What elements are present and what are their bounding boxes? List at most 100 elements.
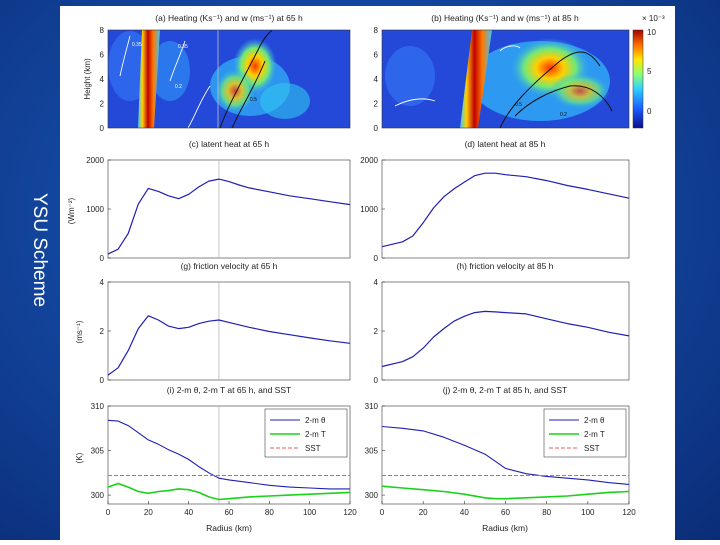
panel-j-legend-box (543, 408, 627, 458)
contour-label-a-1: 0.35 (132, 42, 142, 48)
panel-d-line (381, 172, 630, 248)
panel-d-ytick-2: 2000 (360, 156, 378, 165)
ytick-b-4: 8 (374, 26, 379, 35)
panel-i-xtick-0: 0 (106, 508, 111, 517)
panel-j-xtick-3: 60 (501, 508, 510, 517)
ytick-b-2: 4 (374, 75, 379, 84)
panel-g-frame (107, 281, 351, 381)
panel-d-title: (d) latent heat at 85 h (465, 139, 546, 149)
panel-i-xtick-4: 80 (265, 508, 274, 517)
panel-d-ytick-0: 0 (374, 254, 379, 263)
panel-g-ytick-1: 2 (100, 327, 105, 336)
panel-a-yticks: 0 2 4 6 8 (100, 26, 105, 133)
panel-b-title: (b) Heating (Ks⁻¹) and w (ms⁻¹) at 85 h (431, 13, 579, 23)
panel-j-ytick-1: 305 (365, 447, 379, 456)
panel-j-ytick-2: 310 (365, 402, 379, 411)
contour-label-a-4: 0.5 (250, 97, 257, 103)
panel-j-series-theta (381, 425, 630, 485)
panel-i-series-t2 (107, 482, 351, 501)
panel-c-ytick-0: 0 (100, 254, 105, 263)
ytick-b-0: 0 (374, 124, 379, 133)
panel-i-legend: 2-m θ 2-m T SST (264, 408, 348, 458)
panel-h-ytick-1: 2 (374, 327, 379, 336)
panel-i-xtick-1: 20 (144, 508, 153, 517)
panel-c-ytick-2: 2000 (86, 156, 104, 165)
panel-h-ytick-0: 0 (374, 376, 379, 385)
panel-a: (a) Heating (Ks⁻¹) and w (ms⁻¹) at 65 h (83, 13, 351, 133)
figure-svg: (a) Heating (Ks⁻¹) and w (ms⁻¹) at 65 h (67, 13, 665, 533)
ytick-a-3: 6 (100, 51, 105, 60)
colorbar-tick-mid: 5 (647, 67, 652, 76)
figure-panel: (a) Heating (Ks⁻¹) and w (ms⁻¹) at 65 h (60, 6, 675, 540)
panel-h-title: (h) friction velocity at 85 h (457, 261, 554, 271)
panel-i-xtick-6: 120 (343, 508, 357, 517)
friction-unit-label: (ms⁻¹) (75, 320, 84, 343)
panel-j-xtick-4: 80 (542, 508, 551, 517)
panel-d-frame (381, 159, 630, 259)
contour-label-b-2: 0.2 (560, 112, 567, 118)
panel-i: 300 305 310 0 20 40 60 80 100 120 2-m θ 2-m T SST (91, 402, 358, 517)
colorbar: × 10⁻³ 10 5 0 (632, 14, 665, 129)
panel-i-legend-label-t2: 2-m T (305, 430, 326, 439)
height-axis-label: Height (km) (83, 58, 92, 100)
panel-b: (b) Heating (Ks⁻¹) and w (ms⁻¹) at 85 h … (374, 13, 630, 133)
panel-g-ytick-0: 0 (100, 376, 105, 385)
panel-j-legend-label-sst: SST (584, 444, 600, 453)
scheme-label-text: YSU Scheme (29, 192, 50, 308)
ytick-a-4: 8 (100, 26, 105, 35)
colorbar-tick-top: 10 (647, 28, 656, 37)
panel-i-xtick-2: 40 (184, 508, 193, 517)
panel-i-xtick-3: 60 (225, 508, 234, 517)
panel-i-legend-box (264, 408, 348, 458)
ytick-a-1: 2 (100, 100, 105, 109)
panel-b-yticks: 0 2 4 6 8 (374, 26, 379, 133)
panel-g-ytick-2: 4 (100, 278, 105, 287)
panel-h-frame (381, 281, 630, 381)
panel-a-title: (a) Heating (Ks⁻¹) and w (ms⁻¹) at 65 h (155, 13, 303, 23)
panel-j-ytick-0: 300 (365, 491, 379, 500)
panel-j: 300 305 310 0 20 40 60 80 100 120 2-m θ 2-m T SST (365, 402, 637, 517)
panel-c-ytick-1: 1000 (86, 205, 104, 214)
ytick-b-3: 6 (374, 51, 379, 60)
panel-h-line (381, 310, 630, 368)
panel-j-xtick-5: 100 (581, 508, 595, 517)
panel-d-ytick-1: 1000 (360, 205, 378, 214)
panel-g-title: (g) friction velocity at 65 h (181, 261, 278, 271)
panel-i-legend-label-sst: SST (305, 444, 321, 453)
latent-unit-label: (Wm⁻²) (67, 197, 76, 224)
panel-i-ytick-0: 300 (91, 491, 105, 500)
panel-i-title: (i) 2-m θ, 2-m T at 65 h, and SST (167, 385, 291, 395)
ytick-a-2: 4 (100, 75, 105, 84)
colorbar-scale: × 10⁻³ (642, 14, 665, 23)
panel-c-title: (c) latent heat at 65 h (189, 139, 270, 149)
panel-j-title: (j) 2-m θ, 2-m T at 85 h, and SST (443, 385, 567, 395)
ytick-b-1: 2 (374, 100, 379, 109)
temp-unit-label: (K) (75, 452, 84, 463)
panel-j-xtick-1: 20 (419, 508, 428, 517)
panel-i-xtick-5: 100 (303, 508, 317, 517)
panel-i-series-theta (107, 419, 350, 490)
panel-j-xtick-0: 0 (380, 508, 385, 517)
contour-label-a-2: 0.35 (178, 44, 188, 50)
panel-j-xtick-2: 40 (460, 508, 469, 517)
panel-j-xtick-6: 120 (622, 508, 636, 517)
panel-d: 0 1000 2000 (360, 156, 630, 263)
radius-label-left: Radius (km) (206, 523, 252, 533)
panel-b-heatmap: 0.5 0.2 (382, 30, 629, 128)
panel-c-frame (107, 159, 351, 259)
panel-h-ytick-2: 4 (374, 278, 379, 287)
ytick-a-0: 0 (100, 124, 105, 133)
panel-j-legend-label-theta: 2-m θ (584, 416, 605, 425)
panel-j-series-t2 (381, 485, 630, 500)
panel-g: 0 2 4 (100, 278, 351, 385)
panel-i-legend-label-theta: 2-m θ (305, 416, 326, 425)
panel-j-legend-label-t2: 2-m T (584, 430, 605, 439)
contour-label-a-3: 0.2 (175, 84, 182, 90)
colorbar-gradient (632, 29, 644, 129)
colorbar-tick-low: 0 (647, 107, 652, 116)
scheme-label: YSU Scheme (24, 170, 54, 330)
panel-a-heatmap: 0.35 0.35 0.2 0.5 (108, 30, 350, 128)
panel-h: 0 2 4 (374, 278, 630, 385)
